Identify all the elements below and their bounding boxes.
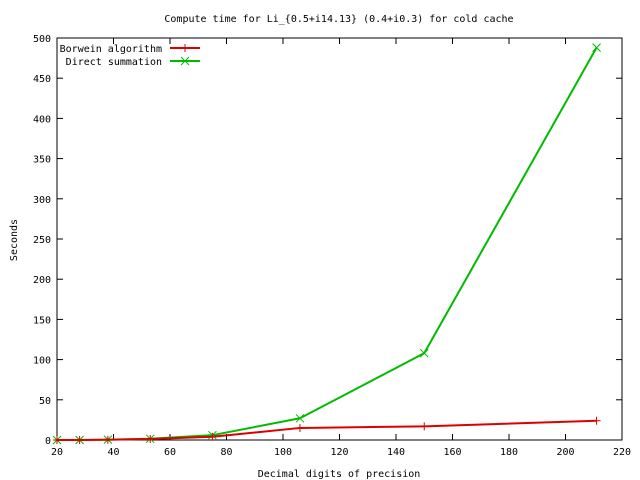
- legend-label: Direct summation: [66, 57, 162, 68]
- y-tick-label: 250: [33, 235, 51, 246]
- legend-marker: [181, 44, 189, 52]
- y-tick-label: 400: [33, 114, 51, 125]
- data-point: [146, 435, 155, 444]
- x-tick-label: 80: [220, 447, 232, 458]
- data-point: [419, 348, 429, 358]
- series-layer: [52, 43, 601, 445]
- y-tick-label: 350: [33, 155, 51, 166]
- x-tick-label: 120: [330, 447, 348, 458]
- y-axis-label: Seconds: [9, 219, 20, 261]
- legend-label: Borwein algorithm: [60, 44, 162, 55]
- data-point: [420, 422, 429, 431]
- data-point: [592, 43, 601, 53]
- legend-marker: [180, 56, 190, 66]
- y-tick-label: 200: [33, 275, 51, 286]
- data-point: [592, 416, 601, 425]
- series-line: [57, 419, 597, 441]
- data-point: [295, 423, 304, 432]
- x-tick-label: 100: [274, 447, 292, 458]
- y-tick-label: 450: [33, 74, 51, 85]
- x-tick-label: 40: [107, 447, 119, 458]
- legend: Borwein algorithm Direct summation: [60, 44, 200, 68]
- x-tick-label: 60: [164, 447, 176, 458]
- data-point: [103, 435, 112, 444]
- x-tick-label: 140: [387, 447, 405, 458]
- y-tick-label: 150: [33, 315, 51, 326]
- chart-title: Compute time for Li_{0.5+i14.13} (0.4+i0…: [164, 14, 513, 25]
- series-borwein-algorithm: [53, 416, 601, 444]
- x-axis-label: Decimal digits of precision: [258, 469, 421, 480]
- x-tick-label: 160: [443, 447, 461, 458]
- data-point: [75, 436, 84, 444]
- x-tick-label: 220: [613, 447, 631, 458]
- y-tick-label: 500: [33, 34, 51, 45]
- series-direct-summation: [52, 43, 601, 445]
- legend-item: Borwein algorithm: [60, 44, 200, 55]
- series-line: [57, 47, 598, 441]
- y-tick-label: 300: [33, 195, 51, 206]
- legend-item: Direct summation: [66, 56, 200, 68]
- data-point: [208, 432, 217, 441]
- x-tick-label: 20: [51, 447, 63, 458]
- y-tick-label: 50: [39, 396, 51, 407]
- plot-frame: [56, 37, 623, 441]
- y-tick-label: 0: [45, 436, 51, 447]
- y-tick-label: 100: [33, 356, 51, 367]
- x-tick-label: 200: [556, 447, 574, 458]
- data-point: [53, 436, 61, 444]
- data-point: [295, 413, 305, 423]
- x-tick-label: 180: [500, 447, 518, 458]
- axes: 20 40 60 80 100 120 140 160 180 200 220 0 50 100 150 20…: [33, 34, 631, 458]
